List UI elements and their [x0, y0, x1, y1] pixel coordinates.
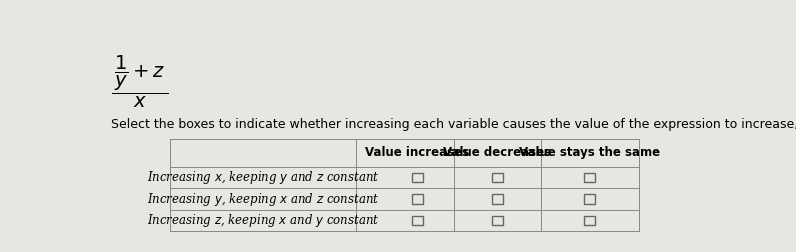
Text: Select the boxes to indicate whether increasing each variable causes the value o: Select the boxes to indicate whether inc… — [111, 117, 796, 131]
Bar — [412, 216, 423, 225]
Bar — [584, 216, 595, 225]
Text: Increasing $z$, keeping $x$ and $y$ constant: Increasing $z$, keeping $x$ and $y$ cons… — [146, 212, 379, 229]
Text: Value decreases: Value decreases — [443, 146, 552, 160]
Text: Increasing $x$, keeping $y$ and $z$ constant: Increasing $x$, keeping $y$ and $z$ cons… — [146, 169, 379, 186]
Bar — [584, 194, 595, 204]
Bar — [584, 173, 595, 182]
Text: Increasing $y$, keeping $x$ and $z$ constant: Increasing $y$, keeping $x$ and $z$ cons… — [146, 191, 379, 208]
Bar — [412, 194, 423, 204]
Bar — [412, 173, 423, 182]
Bar — [492, 216, 503, 225]
Text: Value increases: Value increases — [365, 146, 470, 160]
Bar — [492, 173, 503, 182]
Text: $\dfrac{\,\dfrac{1}{y} + z\,}{x}$: $\dfrac{\,\dfrac{1}{y} + z\,}{x}$ — [111, 53, 168, 110]
Text: Value stays the same: Value stays the same — [519, 146, 661, 160]
Bar — [492, 194, 503, 204]
